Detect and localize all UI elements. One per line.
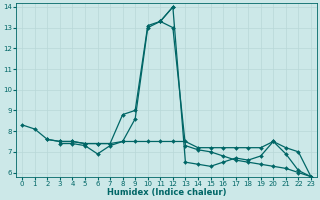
X-axis label: Humidex (Indice chaleur): Humidex (Indice chaleur) — [107, 188, 226, 197]
